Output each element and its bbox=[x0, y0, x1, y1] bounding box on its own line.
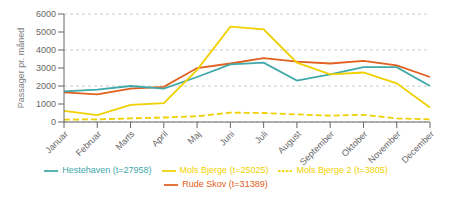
svg-text:Juli: Juli bbox=[253, 129, 270, 146]
svg-text:September: September bbox=[298, 129, 336, 167]
svg-text:November: November bbox=[366, 129, 402, 165]
svg-text:1000: 1000 bbox=[36, 99, 56, 109]
svg-text:August: August bbox=[276, 129, 303, 156]
svg-text:Marts: Marts bbox=[113, 129, 136, 152]
svg-text:Maj: Maj bbox=[186, 129, 203, 146]
svg-text:5000: 5000 bbox=[36, 27, 56, 37]
html-text:Mols Bjerge (t=25025): Mols Bjerge (t=25025) bbox=[179, 165, 269, 176]
svg-text:December: December bbox=[400, 129, 436, 165]
svg-text:Februar: Februar bbox=[74, 129, 103, 158]
svg-text:0: 0 bbox=[51, 117, 56, 127]
svg-text:April: April bbox=[150, 129, 170, 149]
svg-text:4000: 4000 bbox=[36, 45, 56, 55]
svg-text:6000: 6000 bbox=[36, 9, 56, 19]
html-text:Mols Bjerge 2 (t=3805): Mols Bjerge 2 (t=3805) bbox=[296, 165, 388, 176]
svg-text:2000: 2000 bbox=[36, 81, 56, 91]
svg-text:Juni: Juni bbox=[218, 129, 237, 148]
svg-text:Januar: Januar bbox=[43, 129, 70, 156]
html-text:Hestehaven (t=27958): Hestehaven (t=27958) bbox=[62, 165, 152, 176]
svg-text:3000: 3000 bbox=[36, 63, 56, 73]
svg-text:Oktober: Oktober bbox=[340, 129, 370, 159]
html-text:Rude Skov (t=31389): Rude Skov (t=31389) bbox=[182, 179, 268, 190]
svg-text:Passager pr. måned: Passager pr. måned bbox=[16, 28, 26, 109]
